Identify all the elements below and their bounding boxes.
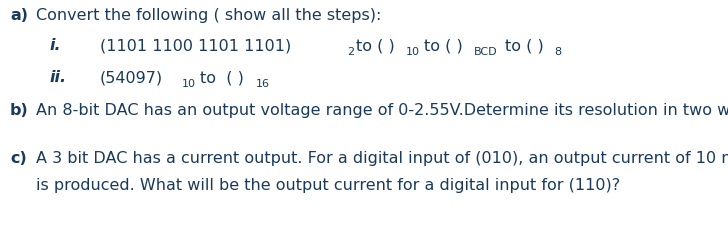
- Text: (54097): (54097): [100, 70, 163, 85]
- Text: to ( ): to ( ): [424, 38, 463, 53]
- Text: Convert the following ( show all the steps):: Convert the following ( show all the ste…: [36, 8, 381, 23]
- Text: c): c): [10, 151, 27, 166]
- Text: a): a): [10, 8, 28, 23]
- Text: A 3 bit DAC has a current output. For a digital input of (010), an output curren: A 3 bit DAC has a current output. For a …: [36, 151, 728, 166]
- Text: 10: 10: [181, 79, 195, 89]
- Text: i.: i.: [50, 38, 62, 53]
- Text: 2: 2: [347, 47, 354, 57]
- Text: BCD: BCD: [474, 47, 498, 57]
- Text: 10: 10: [406, 47, 420, 57]
- Text: to ( ): to ( ): [505, 38, 543, 53]
- Text: to  ( ): to ( ): [199, 70, 243, 85]
- Text: (1101 1100 1101 1101): (1101 1100 1101 1101): [100, 38, 291, 53]
- Text: ii.: ii.: [50, 70, 67, 85]
- Text: is produced. What will be the output current for a digital input for (110)?: is produced. What will be the output cur…: [36, 178, 620, 193]
- Text: An 8-bit DAC has an output voltage range of 0-2.55V.Determine its resolution in : An 8-bit DAC has an output voltage range…: [36, 103, 728, 118]
- Text: b): b): [10, 103, 28, 118]
- Text: 8: 8: [555, 47, 561, 57]
- Text: 16: 16: [256, 79, 270, 89]
- Text: to ( ): to ( ): [356, 38, 395, 53]
